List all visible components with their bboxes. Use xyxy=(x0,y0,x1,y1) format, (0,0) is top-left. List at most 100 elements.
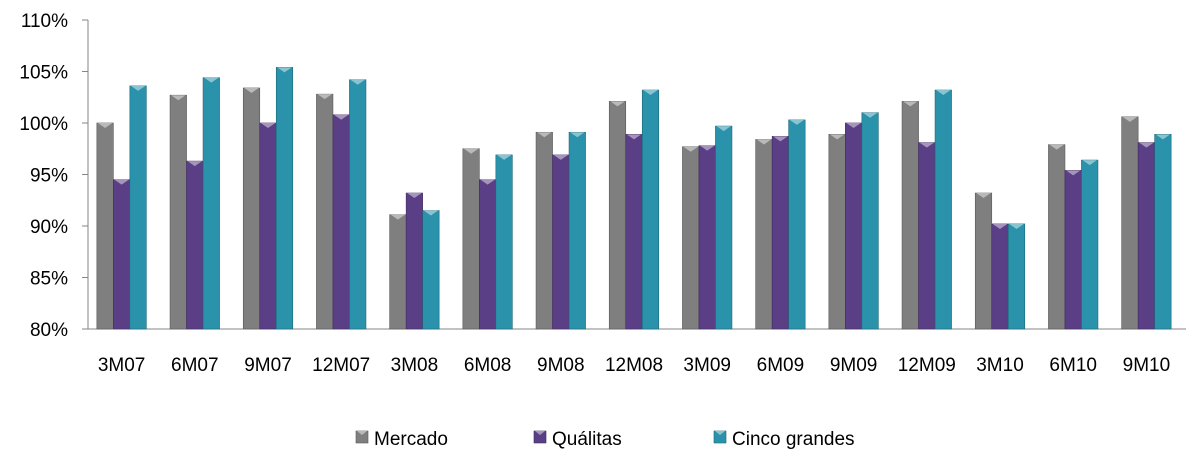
bar-cinco-grandes-3m08 xyxy=(422,210,440,330)
x-tick-label: 12M08 xyxy=(605,355,663,376)
bar-mercado-9m07 xyxy=(242,87,261,330)
bar-bevel xyxy=(244,87,259,93)
bar-bevel xyxy=(716,126,731,132)
bar-cinco-grandes-6m10 xyxy=(1081,159,1099,330)
legend-label-cinco-grandes: Cinco grandes xyxy=(732,429,855,450)
bar-cinco-grandes-6m07 xyxy=(202,77,220,330)
bar-bevel xyxy=(903,101,918,107)
bar-bevel xyxy=(829,134,845,140)
x-axis-labels: 3M07 6M07 9M07 12M07 3M08 6M08 9M08 12M08 3M09 6M… xyxy=(98,355,1170,376)
bar-bevel xyxy=(699,145,715,151)
bar-bevel xyxy=(570,132,585,138)
legend-swatch-bevel xyxy=(715,431,725,435)
bar-bevel xyxy=(333,114,349,120)
y-tick-label: 80% xyxy=(30,320,68,341)
bar-quálitas-12m08 xyxy=(625,134,643,330)
bar-cinco-grandes-9m09 xyxy=(861,112,879,330)
y-tick-label: 85% xyxy=(30,269,68,290)
bar-quálitas-3m07 xyxy=(113,179,131,330)
bar-quálitas-6m08 xyxy=(479,179,497,330)
bar-mercado-12m08 xyxy=(608,101,627,330)
bar-quálitas-6m07 xyxy=(186,160,204,330)
bar-bevel xyxy=(277,67,292,73)
bar-bevel xyxy=(846,123,861,128)
bar-mercado-3m07 xyxy=(96,122,114,330)
x-tick-label: 6M09 xyxy=(757,355,805,376)
bar-cinco-grandes-9m10 xyxy=(1154,134,1172,330)
bar-quálitas-6m09 xyxy=(771,136,789,330)
bar-bevel xyxy=(1049,144,1064,150)
bar-bevel xyxy=(496,154,512,160)
x-tick-label: 6M10 xyxy=(1049,355,1097,376)
chart-bars xyxy=(96,67,1172,330)
bar-bevel xyxy=(480,179,495,185)
y-tick-label: 105% xyxy=(19,63,68,84)
x-tick-label: 9M10 xyxy=(1123,355,1171,376)
bar-mercado-9m10 xyxy=(1121,116,1139,330)
bar-mercado-3m08 xyxy=(389,214,407,330)
legend-swatch-bevel xyxy=(357,431,367,435)
bar-bevel xyxy=(423,210,439,216)
bar-bevel xyxy=(919,142,935,148)
bar-bevel xyxy=(553,154,569,160)
x-tick-label: 12M09 xyxy=(898,355,956,376)
bar-quálitas-9m09 xyxy=(845,122,863,330)
y-axis-ticks: 80% 85% 90% 95% 100% 105% 110% xyxy=(19,11,88,341)
bar-bevel xyxy=(350,79,365,85)
bar-cinco-grandes-6m08 xyxy=(495,154,513,330)
bar-bevel xyxy=(317,94,332,100)
bar-cinco-grandes-6m09 xyxy=(788,119,806,330)
bar-bevel xyxy=(1009,223,1024,229)
bar-mercado-12m09 xyxy=(901,101,919,330)
x-tick-label: 9M07 xyxy=(244,355,292,376)
bar-bevel xyxy=(1082,160,1097,166)
x-tick-label: 3M08 xyxy=(391,355,439,376)
bar-bevel xyxy=(204,77,219,83)
bar-bevel xyxy=(130,85,146,91)
bar-mercado-12m07 xyxy=(316,93,334,330)
bar-mercado-9m09 xyxy=(828,134,846,330)
bar-cinco-grandes-9m08 xyxy=(568,131,586,330)
bar-quálitas-3m08 xyxy=(405,192,423,330)
x-tick-label: 3M10 xyxy=(976,355,1024,376)
bar-cinco-grandes-3m10 xyxy=(1007,223,1026,330)
legend-swatch-bevel xyxy=(535,431,545,435)
bar-quálitas-6m10 xyxy=(1064,170,1082,330)
bar-bevel xyxy=(976,193,991,199)
y-tick-label: 100% xyxy=(19,114,68,135)
chart-legend: Mercado Quálitas Cinco grandes xyxy=(355,429,855,450)
bar-bevel xyxy=(1155,134,1171,140)
bar-cinco-grandes-9m07 xyxy=(275,67,294,330)
bar-bevel xyxy=(626,134,642,140)
bar-quálitas-3m09 xyxy=(698,145,716,330)
legend-label-quálitas: Quálitas xyxy=(552,429,622,450)
bar-bevel xyxy=(171,95,186,101)
bar-cinco-grandes-12m08 xyxy=(641,89,660,330)
bar-bevel xyxy=(936,90,951,96)
bar-mercado-6m07 xyxy=(169,94,187,330)
bar-bevel xyxy=(97,123,113,128)
bar-quálitas-12m07 xyxy=(332,114,350,330)
x-tick-label: 9M09 xyxy=(830,355,878,376)
bar-mercado-3m09 xyxy=(682,146,700,330)
x-tick-label: 3M09 xyxy=(683,355,731,376)
bar-quálitas-9m08 xyxy=(552,154,570,330)
bar-bevel xyxy=(992,223,1008,229)
bar-mercado-3m10 xyxy=(974,192,993,330)
bar-bevel xyxy=(1139,142,1154,148)
bar-bevel xyxy=(537,132,552,138)
bar-bevel xyxy=(862,112,878,118)
bar-mercado-9m08 xyxy=(535,131,553,330)
bar-quálitas-9m10 xyxy=(1137,142,1155,330)
bar-bevel xyxy=(610,101,625,107)
bar-quálitas-3m10 xyxy=(991,223,1009,330)
bar-bevel xyxy=(260,123,276,128)
bar-cinco-grandes-3m07 xyxy=(129,85,147,330)
x-tick-label: 6M08 xyxy=(464,355,512,376)
y-tick-label: 110% xyxy=(21,11,68,32)
x-tick-label: 3M07 xyxy=(98,355,146,376)
bar-bevel xyxy=(407,193,422,199)
y-tick-label: 95% xyxy=(30,166,68,187)
bar-bevel xyxy=(1122,116,1138,122)
